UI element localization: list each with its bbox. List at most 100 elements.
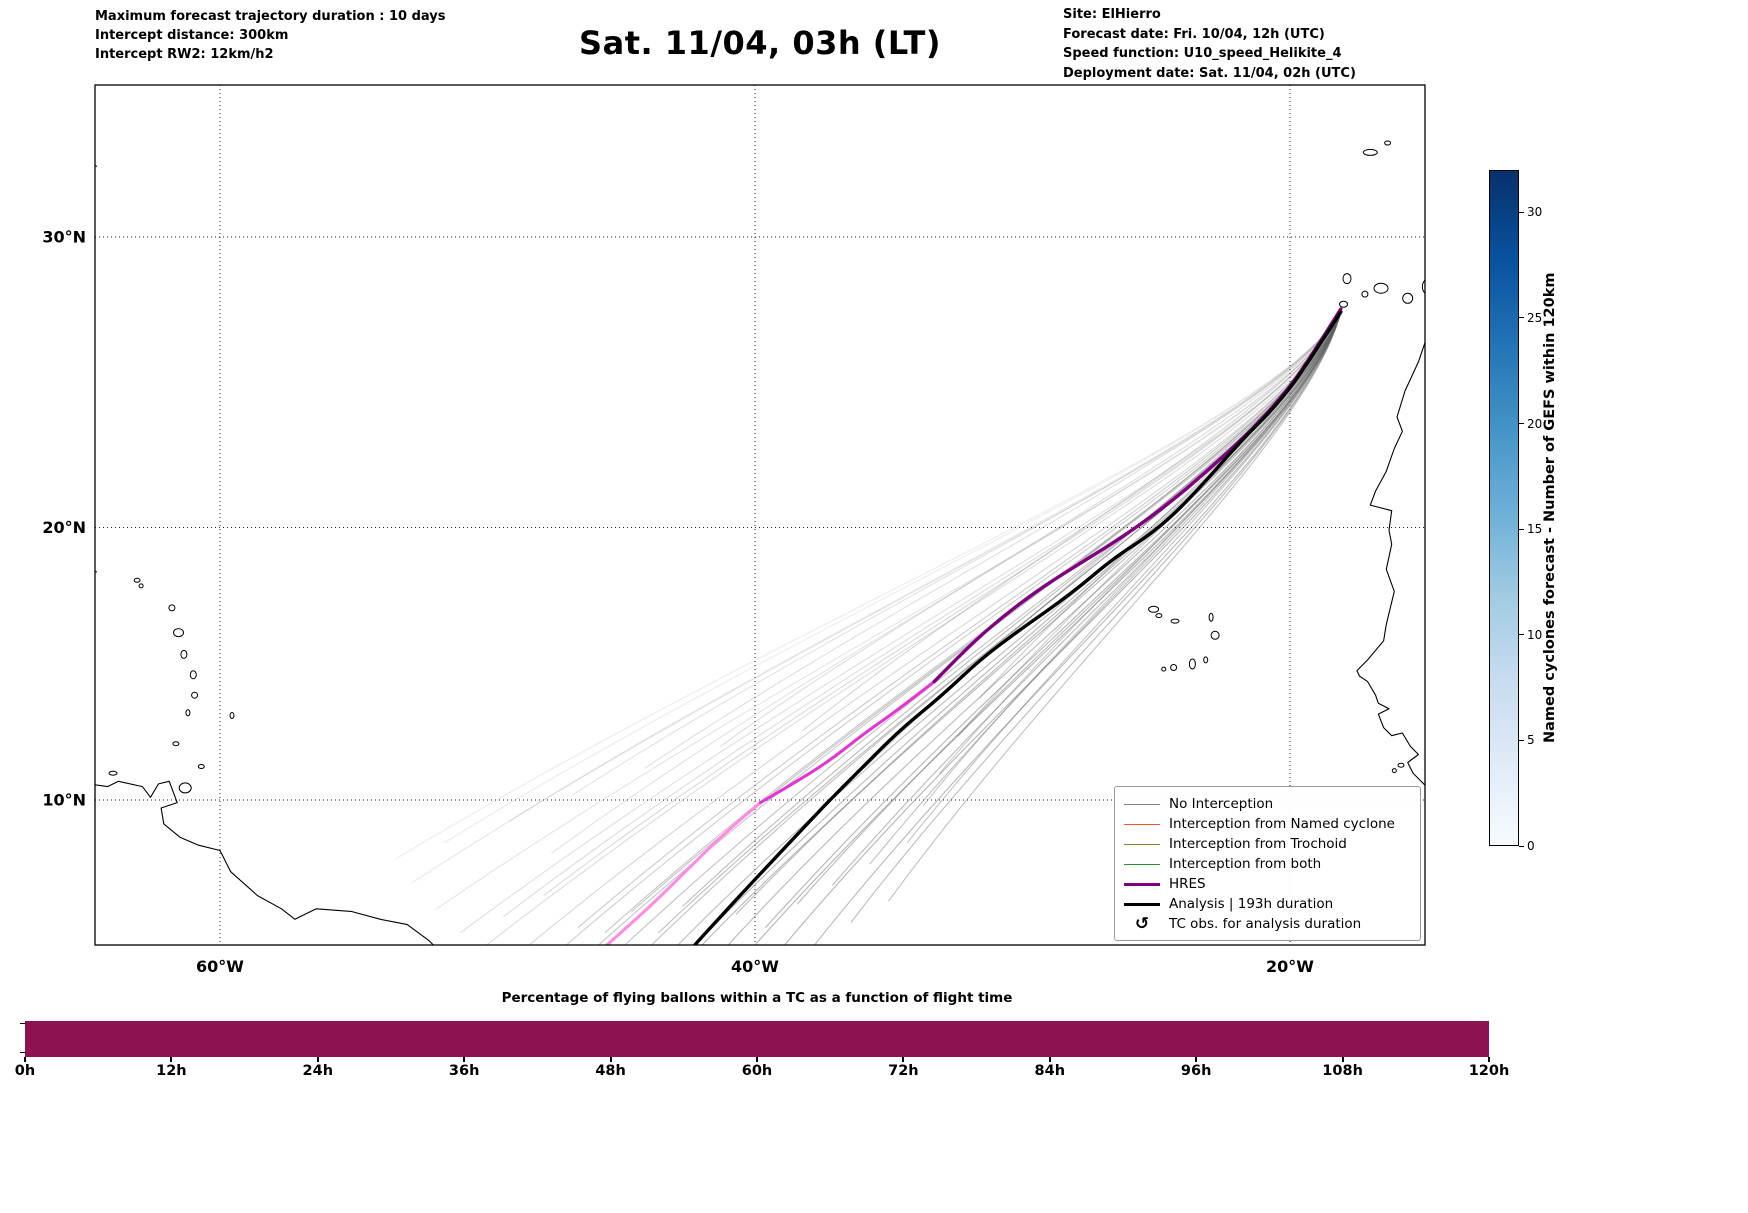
legend-item-label: Interception from Trochoid xyxy=(1169,836,1347,852)
legend-item-named-cyclone: Interception from Named cyclone xyxy=(1124,814,1411,834)
lon-tick-label: 60°W xyxy=(196,957,244,976)
lat-tick-label: 20°N xyxy=(42,518,86,537)
flight-time-bar xyxy=(25,1021,1489,1057)
gefs-member-trajectory xyxy=(460,311,1342,934)
gefs-member-trajectory xyxy=(783,311,1342,945)
island xyxy=(1391,768,1397,774)
info-line-intercept-distance: Intercept distance: 300km xyxy=(95,28,289,43)
flight-time-tick-label: 36h xyxy=(448,1063,480,1079)
flight-time-tick-label: 84h xyxy=(1034,1063,1066,1079)
legend-item-trochoid: Interception from Trochoid xyxy=(1124,834,1411,854)
coastline-south-america-north-coast xyxy=(95,780,435,945)
legend-line xyxy=(1124,863,1160,865)
gefs-member-trajectory xyxy=(508,311,1342,822)
gefs-member-trajectory xyxy=(644,311,1342,769)
flight-time-tick-mark xyxy=(609,1057,612,1062)
colorbar-tick-mark xyxy=(1519,845,1524,847)
trajectory-hres-extension-light-pink-segment- xyxy=(604,801,762,945)
island xyxy=(168,604,176,612)
flight-time-tick-mark xyxy=(1341,1057,1344,1062)
gefs-member-trajectory xyxy=(577,311,1342,928)
flight-time-tick-mark xyxy=(756,1057,758,1062)
flight-time-tick-mark xyxy=(463,1057,466,1062)
flight-time-tick-label: 0h xyxy=(14,1063,36,1079)
colorbar-tick-label: 0 xyxy=(1527,839,1535,853)
legend-item-tc-obs: ↺ TC obs. for analysis duration xyxy=(1124,914,1411,934)
map-frame xyxy=(94,84,1426,946)
legend-item-analysis: Analysis | 193h duration xyxy=(1124,894,1411,914)
legend-item-hres: HRES xyxy=(1124,874,1411,894)
gefs-member-trajectory xyxy=(832,311,1342,886)
gefs-member-trajectory xyxy=(727,311,1342,945)
gefs-member-trajectory xyxy=(650,311,1342,945)
island xyxy=(1170,618,1180,624)
legend-line xyxy=(1124,902,1160,906)
gefs-member-trajectory xyxy=(485,311,1342,945)
colorbar-tick-label: 5 xyxy=(1527,733,1535,748)
island xyxy=(178,782,192,794)
gefs-member-trajectory xyxy=(701,311,1342,945)
flight-time-tick-mark xyxy=(24,1057,26,1062)
flight-time-tick-mark xyxy=(316,1057,319,1062)
gefs-member-trajectory xyxy=(979,311,1342,699)
legend-line-sample xyxy=(1124,902,1160,906)
flight-time-tick-label: 72h xyxy=(888,1063,919,1079)
island xyxy=(173,628,184,638)
island xyxy=(197,764,205,769)
legend-item-label: Interception from Named cyclone xyxy=(1169,816,1395,832)
legend-line-sample xyxy=(1124,863,1160,865)
gefs-member-trajectory xyxy=(850,311,1342,923)
tc-obs-icon: ↺ xyxy=(1134,913,1150,934)
gefs-member-trajectory xyxy=(735,311,1342,915)
gefs-member-trajectory xyxy=(528,311,1342,945)
gefs-member-trajectory xyxy=(658,311,1342,934)
legend-item-label: HRES xyxy=(1169,876,1206,892)
colorbar-gradient xyxy=(1489,170,1519,846)
flight-time-ytick-mark xyxy=(20,1052,25,1053)
flight-time-tick-label: 48h xyxy=(595,1063,626,1079)
colorbar-tick-mark xyxy=(1519,423,1524,424)
info-line-duration: Maximum forecast trajectory duration : 1… xyxy=(95,9,446,24)
flight-time-tick-label: 120h xyxy=(1468,1063,1510,1079)
lat-tick-label: 30°N xyxy=(42,228,86,247)
legend-line-sample xyxy=(1124,843,1160,845)
colorbar-tick-label: 10 xyxy=(1527,627,1543,642)
flight-time-tick-mark xyxy=(1195,1057,1198,1062)
gefs-member-trajectory xyxy=(765,311,1342,928)
colorbar-tick-label: 15 xyxy=(1527,522,1543,537)
island xyxy=(1342,273,1352,285)
gefs-member-trajectory xyxy=(572,311,1342,796)
coastline-bermuda xyxy=(95,165,98,167)
legend-line xyxy=(1124,882,1160,886)
legend-line xyxy=(1124,803,1160,805)
gefs-member-trajectory xyxy=(906,311,1342,844)
coastlines xyxy=(95,140,1425,945)
info-line-forecast-date: Forecast date: Fri. 10/04, 12h (UTC) xyxy=(1063,26,1325,42)
colorbar-tick-mark xyxy=(1519,211,1524,213)
island xyxy=(133,577,141,583)
island xyxy=(1373,282,1389,294)
lat-tick-label: 10°N xyxy=(42,791,86,810)
lon-tick-label: 40°W xyxy=(731,957,779,976)
island xyxy=(1203,656,1209,664)
island xyxy=(1402,292,1414,304)
gefs-member-trajectory xyxy=(869,311,1342,865)
gefs-member-trajectory xyxy=(412,311,1342,883)
island xyxy=(191,691,199,699)
info-line-site: Site: ElHierro xyxy=(1063,7,1161,22)
info-line-deployment-date: Deployment date: Sat. 11/04, 02h (UTC) xyxy=(1063,65,1356,81)
gefs-member-trajectory xyxy=(939,311,1342,774)
flight-time-tick-mark xyxy=(1488,1057,1490,1062)
island xyxy=(1361,290,1369,298)
flight-time-chart-title: Percentage of flying ballons within a TC… xyxy=(501,990,1013,1006)
info-line-speed-function: Speed function: U10_speed_Helikite_4 xyxy=(1063,46,1342,61)
colorbar-tick-mark xyxy=(1519,528,1524,530)
gefs-member-trajectory xyxy=(444,311,1342,844)
colorbar-tick-mark xyxy=(1519,317,1524,319)
trajectories xyxy=(396,307,1343,945)
legend-line xyxy=(1124,823,1160,825)
flight-time-tick-label: 12h xyxy=(156,1063,187,1079)
island xyxy=(1155,613,1163,619)
